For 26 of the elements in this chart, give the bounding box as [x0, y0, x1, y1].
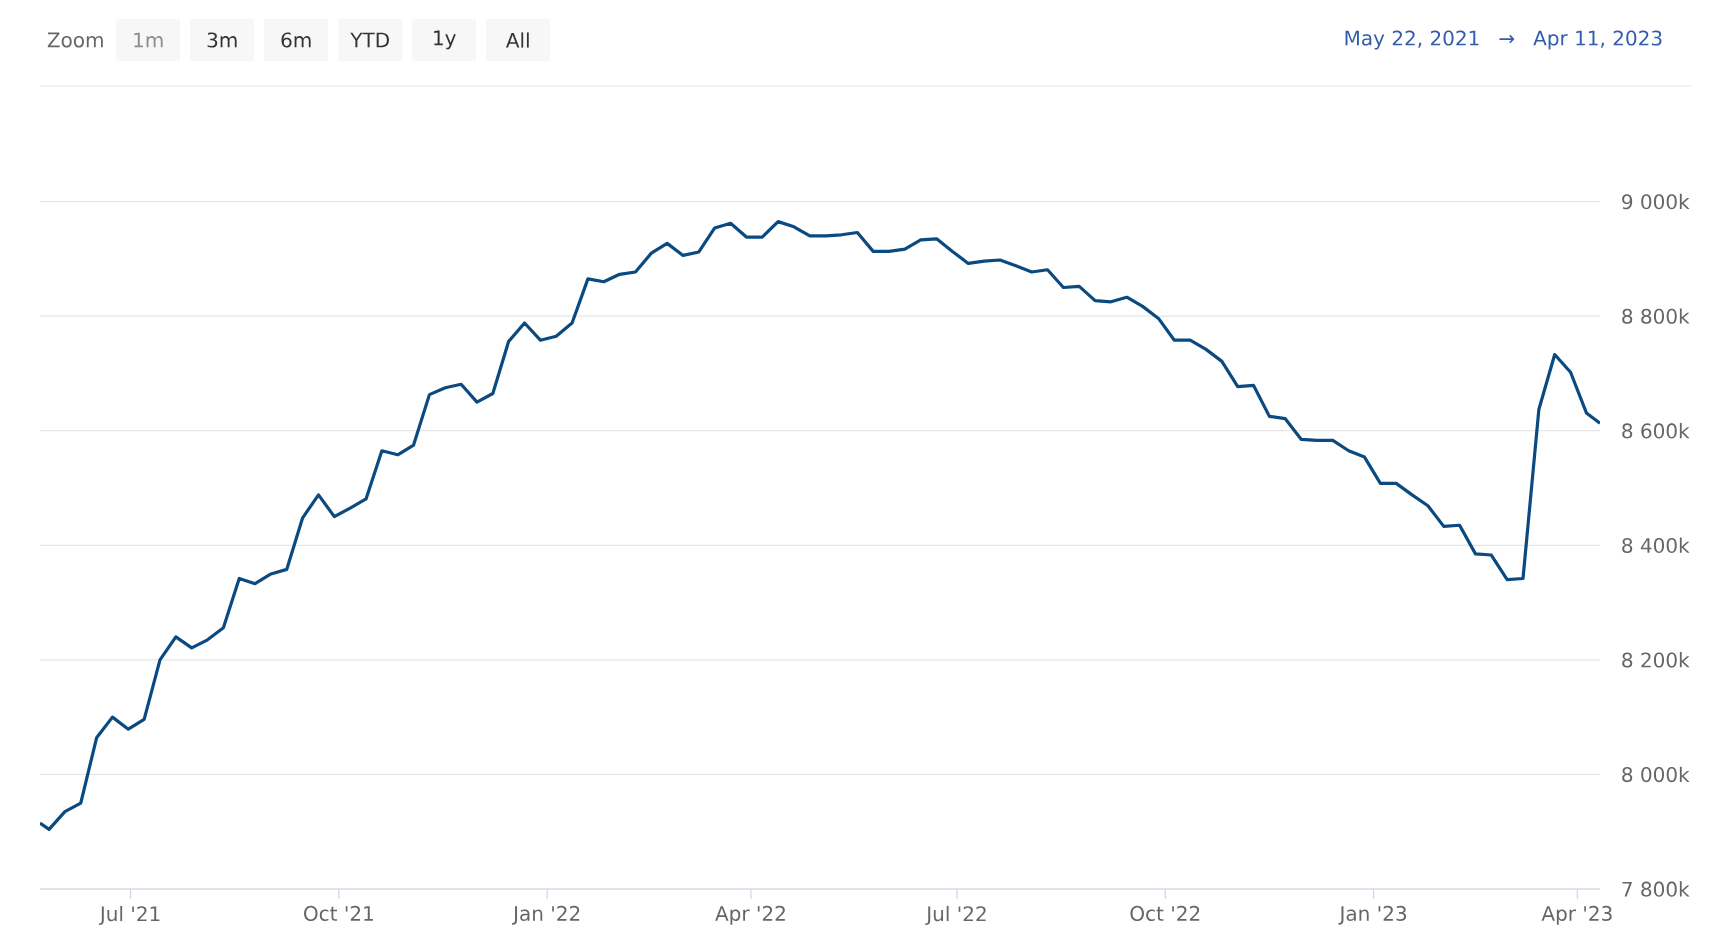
text: YTD: [350, 32, 389, 48]
x-tick-label: Apr '22: [715, 905, 785, 925]
y-tick-label: 7 800k: [1622, 881, 1690, 897]
x-tick-label: Oct '22: [1130, 905, 1200, 921]
text: 1y: [434, 30, 456, 50]
text: Apr 11, 2023: [1533, 30, 1662, 50]
y-tick-label: 8 200k: [1622, 652, 1690, 668]
y-tick-label: 8 800k: [1622, 308, 1690, 324]
y-tick-label: 8 400k: [1622, 537, 1690, 554]
text: 6m: [281, 32, 311, 48]
x-tick-label: Oct '21: [304, 905, 373, 921]
text: Zoom: [47, 32, 103, 48]
line-series: [40, 220, 1600, 832]
text: 3m: [207, 32, 237, 48]
text: May 22, 2021: [1345, 30, 1479, 50]
text: →: [1499, 34, 1515, 44]
text: 1m: [134, 32, 163, 48]
y-tick-label: 9 000k: [1622, 193, 1690, 210]
x-tick-label: Jul '21: [98, 905, 160, 926]
y-tick-label: 8 600k: [1622, 422, 1690, 439]
x-tick-label: Jul '22: [925, 905, 986, 926]
x-tick-label: Jan '23: [1338, 905, 1407, 925]
text: All: [505, 32, 529, 48]
y-tick-label: 8 000k: [1622, 766, 1690, 783]
x-tick-label: Apr '23: [1541, 905, 1612, 925]
x-tick-label: Jan '22: [512, 905, 580, 925]
